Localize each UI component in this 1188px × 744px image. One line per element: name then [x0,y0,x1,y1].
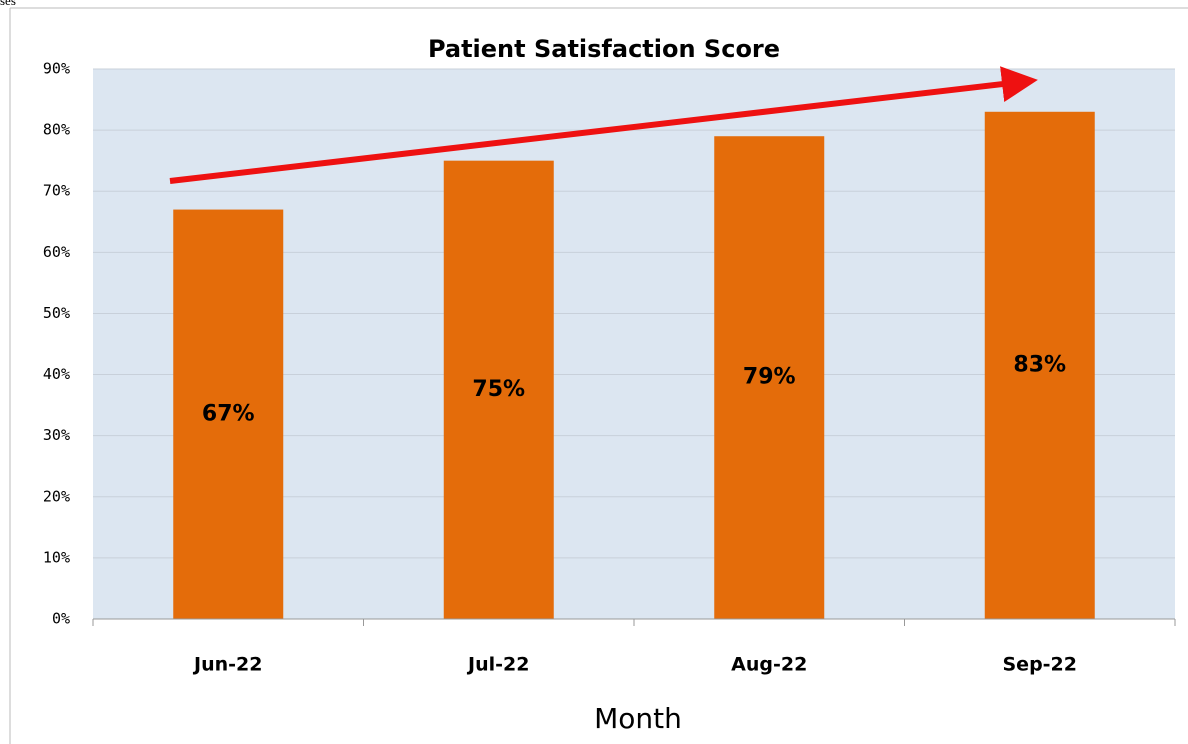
y-tick-label: 30% [43,426,70,444]
y-tick-label: 0% [52,610,70,628]
value-label: 83% [1013,352,1066,377]
x-tick-label: Sep-22 [1003,654,1078,676]
trend-arrow [169,66,1038,184]
x-tick-label: Aug-22 [731,654,807,676]
y-tick-label: 60% [43,243,70,261]
x-tick-label: Jul-22 [466,654,529,676]
bar [443,160,554,619]
y-tick-label: 90% [43,60,70,78]
y-tick-label: 20% [43,487,70,505]
bar [984,111,1095,620]
y-tick-label: 50% [43,304,70,322]
y-tick-label: 80% [43,121,70,139]
x-axis-label: Month [594,702,682,735]
bar [714,136,825,619]
fragment: ses [0,0,16,8]
y-tick-label: 40% [43,365,70,383]
value-label: 75% [472,377,525,402]
value-label: 79% [743,365,796,390]
y-tick-label: 10% [43,548,70,566]
x-tick-label: Jun-22 [192,654,262,676]
bar [173,209,284,620]
y-tick-label: 70% [43,182,70,200]
value-label: 67% [202,401,255,426]
chart-title: Patient Satisfaction Score [428,35,780,63]
